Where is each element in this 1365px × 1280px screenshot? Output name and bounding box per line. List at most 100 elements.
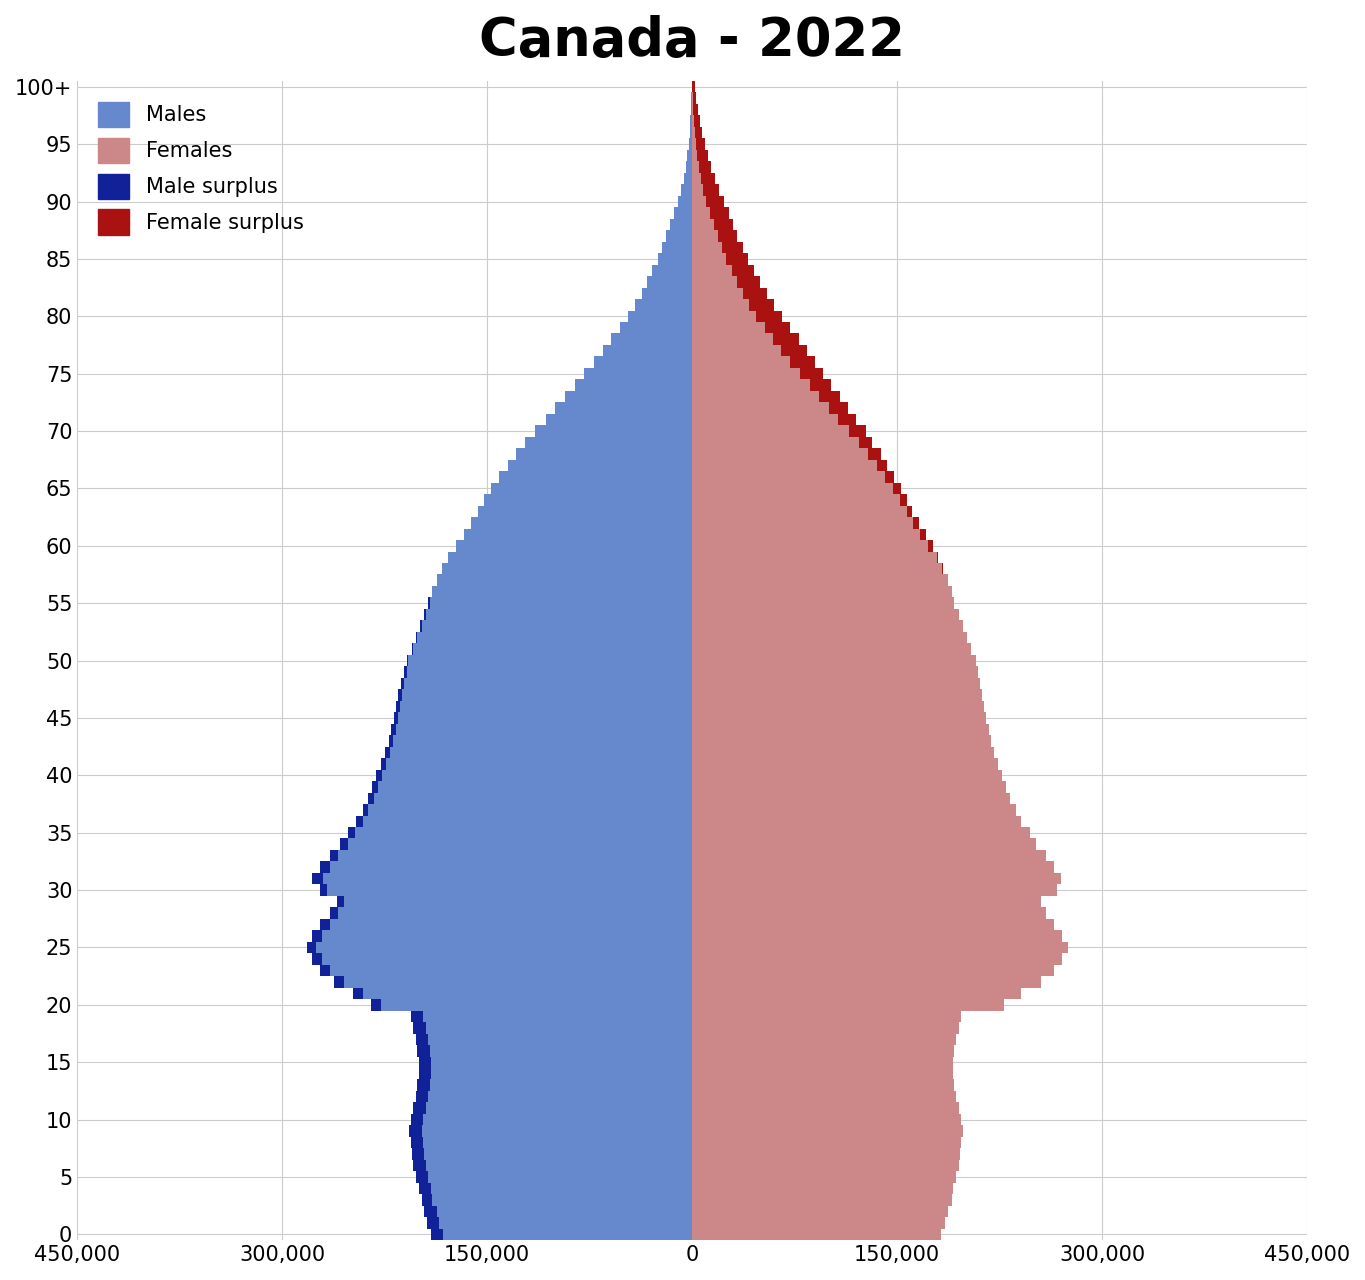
Bar (419, 1183, 431, 1194)
Bar (692, 138, 704, 150)
Bar (692, 919, 1054, 931)
Bar (478, 506, 692, 517)
Bar (373, 781, 378, 792)
Bar (416, 1033, 692, 1044)
Bar (419, 1068, 431, 1079)
Bar (419, 1183, 692, 1194)
Bar (381, 758, 386, 769)
Bar (371, 1000, 381, 1011)
Bar (692, 908, 1046, 919)
Bar (334, 977, 692, 988)
Bar (718, 230, 737, 242)
Bar (692, 483, 901, 494)
Bar (781, 346, 807, 356)
Bar (437, 575, 692, 586)
Bar (692, 1102, 958, 1114)
Bar (689, 138, 692, 150)
Bar (392, 723, 692, 735)
Bar (411, 1011, 423, 1023)
Bar (692, 621, 962, 632)
Bar (692, 1114, 961, 1125)
Bar (369, 792, 692, 804)
Bar (913, 517, 919, 529)
Bar (696, 138, 704, 150)
Bar (425, 1206, 437, 1217)
Bar (692, 954, 1062, 965)
Bar (628, 311, 692, 323)
Bar (692, 184, 719, 196)
Bar (546, 413, 692, 425)
Bar (422, 1194, 692, 1206)
Bar (535, 425, 692, 436)
Bar (692, 1206, 947, 1217)
Title: Canada - 2022: Canada - 2022 (479, 15, 905, 67)
Bar (381, 758, 692, 769)
Bar (714, 219, 733, 230)
Bar (692, 517, 919, 529)
Bar (420, 621, 422, 632)
Bar (662, 242, 692, 253)
Bar (692, 92, 696, 104)
Bar (692, 115, 700, 127)
Bar (703, 184, 719, 196)
Bar (321, 919, 330, 931)
Bar (412, 644, 692, 655)
Bar (692, 896, 1040, 908)
Bar (756, 311, 782, 323)
Bar (431, 1229, 444, 1240)
Bar (692, 655, 976, 667)
Bar (692, 792, 1010, 804)
Bar (868, 448, 880, 460)
Bar (401, 678, 692, 689)
Bar (692, 127, 702, 138)
Bar (692, 861, 1054, 873)
Bar (692, 723, 988, 735)
Bar (692, 575, 947, 586)
Bar (692, 1229, 940, 1240)
Bar (412, 1148, 425, 1160)
Bar (692, 609, 958, 621)
Bar (313, 954, 322, 965)
Bar (394, 712, 692, 723)
Bar (692, 1033, 956, 1044)
Bar (692, 1044, 954, 1056)
Bar (414, 1023, 426, 1033)
Bar (321, 861, 692, 873)
Bar (412, 644, 414, 655)
Bar (385, 746, 390, 758)
Bar (307, 942, 317, 954)
Bar (321, 919, 692, 931)
Bar (425, 1206, 692, 1217)
Bar (692, 81, 695, 92)
Bar (692, 838, 1036, 850)
Bar (684, 173, 692, 184)
Bar (692, 540, 932, 552)
Bar (692, 746, 994, 758)
Bar (647, 276, 692, 288)
Bar (692, 1183, 953, 1194)
Bar (692, 494, 906, 506)
Bar (692, 311, 782, 323)
Bar (377, 769, 382, 781)
Bar (307, 942, 692, 954)
Bar (692, 1091, 956, 1102)
Bar (692, 1079, 954, 1091)
Bar (920, 529, 925, 540)
Bar (404, 667, 407, 678)
Bar (321, 884, 328, 896)
Bar (692, 334, 799, 346)
Bar (692, 219, 733, 230)
Bar (692, 632, 966, 644)
Bar (407, 655, 692, 667)
Bar (692, 104, 698, 115)
Bar (692, 150, 708, 161)
Bar (575, 379, 692, 390)
Bar (936, 552, 938, 563)
Bar (414, 1160, 426, 1171)
Bar (377, 769, 692, 781)
Bar (389, 735, 393, 746)
Bar (313, 954, 692, 965)
Bar (658, 253, 692, 265)
Bar (692, 196, 723, 207)
Bar (692, 1171, 956, 1183)
